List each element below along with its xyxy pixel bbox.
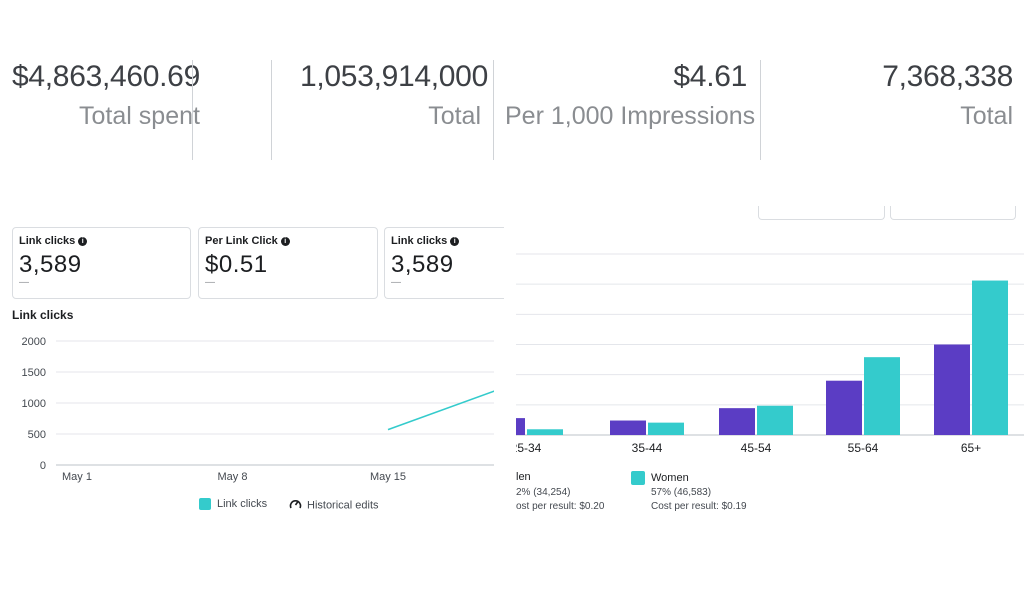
- kpi-card-cost-per-link-click[interactable]: Per Link Click i $0.51 —: [198, 227, 378, 299]
- filter-dropdown[interactable]: [890, 206, 1016, 220]
- metric-divider: [271, 60, 272, 160]
- line-chart: 0 500 1000 1500 2000 May 1 May 8 May 15: [22, 336, 494, 483]
- kpi-label: Link clicks i: [19, 235, 184, 247]
- bar-men-65+: [934, 344, 970, 435]
- legend-link-clicks[interactable]: Link clicks: [199, 498, 268, 511]
- metric-value: $4,863,460.69: [12, 60, 200, 93]
- metric-label: Total: [960, 102, 1013, 130]
- metric-label: Total: [428, 102, 481, 130]
- metric-value: 7,368,338: [882, 60, 1013, 93]
- legend-stat: 57% (46,583): [651, 487, 712, 498]
- metric-divider: [493, 60, 494, 160]
- x-tick-label: May 1: [62, 471, 92, 483]
- y-tick-label: 0: [40, 460, 46, 472]
- bar-chart: 25-34 35-44 45-54 55-64 65+: [516, 253, 1024, 455]
- metric-reach: 7,368,338 Total: [800, 60, 1013, 160]
- metric-value: $4.61: [673, 60, 747, 93]
- info-icon[interactable]: i: [280, 236, 290, 246]
- kpi-value: 3,589: [19, 251, 82, 278]
- kpi-change: —: [205, 277, 215, 288]
- x-tick-label: 65+: [961, 441, 981, 455]
- legend-cost: Cost per result: $0.19: [651, 501, 747, 512]
- y-tick-label: 1500: [22, 367, 46, 379]
- legend-stat: 2% (34,254): [516, 487, 571, 498]
- x-tick-label: May 15: [370, 471, 406, 483]
- line-series-link-clicks: [387, 390, 494, 431]
- info-icon[interactable]: i: [78, 236, 88, 246]
- bar-women-65+: [972, 280, 1008, 435]
- legend-swatch: [631, 471, 645, 485]
- x-tick-label: 55-64: [848, 441, 879, 455]
- metric-divider: [192, 60, 193, 160]
- bar-women-55-64: [864, 357, 900, 435]
- kpi-card-link-clicks-2[interactable]: Link clicks i 3,589 —: [384, 227, 504, 299]
- y-tick-label: 2000: [22, 336, 46, 348]
- kpi-card-link-clicks[interactable]: Link clicks i 3,589 —: [12, 227, 191, 299]
- kpi-value: 3,589: [391, 251, 454, 278]
- legend-label: Women: [651, 471, 689, 484]
- metric-divider: [760, 60, 761, 160]
- bar-women-45-54: [757, 405, 793, 435]
- bar-men-35-44: [610, 420, 646, 435]
- x-tick-label: 35-44: [632, 441, 663, 455]
- metric-amount-spent: $4,863,460.69 Total spent: [12, 60, 200, 160]
- legend-swatch: [199, 498, 211, 511]
- line-chart-title: Link clicks: [12, 308, 74, 322]
- kpi-change: —: [391, 277, 401, 288]
- bar-men-55-64: [826, 380, 862, 435]
- legend-cost: ost per result: $0.20: [516, 501, 605, 512]
- legend-label: Link clicks: [217, 498, 268, 510]
- kpi-label: Link clicks i: [391, 235, 498, 247]
- x-tick-label: 45-54: [741, 441, 772, 455]
- filter-dropdown[interactable]: [758, 206, 885, 220]
- x-tick-label: 25-34: [516, 441, 542, 455]
- y-tick-label: 500: [28, 429, 46, 441]
- metric-value: 1,053,914,000: [300, 60, 488, 93]
- legend-label: Historical edits: [307, 499, 379, 512]
- metric-label: Per 1,000 Impressions: [505, 102, 756, 130]
- metric-cpm: $4.61 Per 1,000 Impressions: [505, 60, 756, 160]
- legend-women[interactable]: Women 57% (46,583) Cost per result: $0.1…: [631, 471, 747, 512]
- kpi-value: $0.51: [205, 251, 268, 278]
- legend-historical-edits[interactable]: Historical edits: [289, 498, 379, 513]
- metric-label: Total spent: [79, 102, 200, 130]
- y-tick-label: 1000: [22, 398, 46, 410]
- kpi-label: Per Link Click i: [205, 235, 371, 247]
- metric-impressions: 1,053,914,000 Total: [300, 60, 488, 160]
- bar-men-45-54: [719, 408, 755, 435]
- info-icon[interactable]: i: [450, 236, 460, 246]
- bar-women-25-34: [527, 429, 563, 435]
- legend-label: len: [516, 471, 531, 483]
- bar-women-35-44: [648, 422, 684, 435]
- legend-men[interactable]: len 2% (34,254) ost per result: $0.20: [516, 471, 604, 512]
- x-tick-label: May 8: [218, 471, 248, 483]
- gauge-icon: [289, 498, 302, 513]
- bar-men-25-34: [516, 418, 525, 435]
- kpi-change: —: [19, 277, 29, 288]
